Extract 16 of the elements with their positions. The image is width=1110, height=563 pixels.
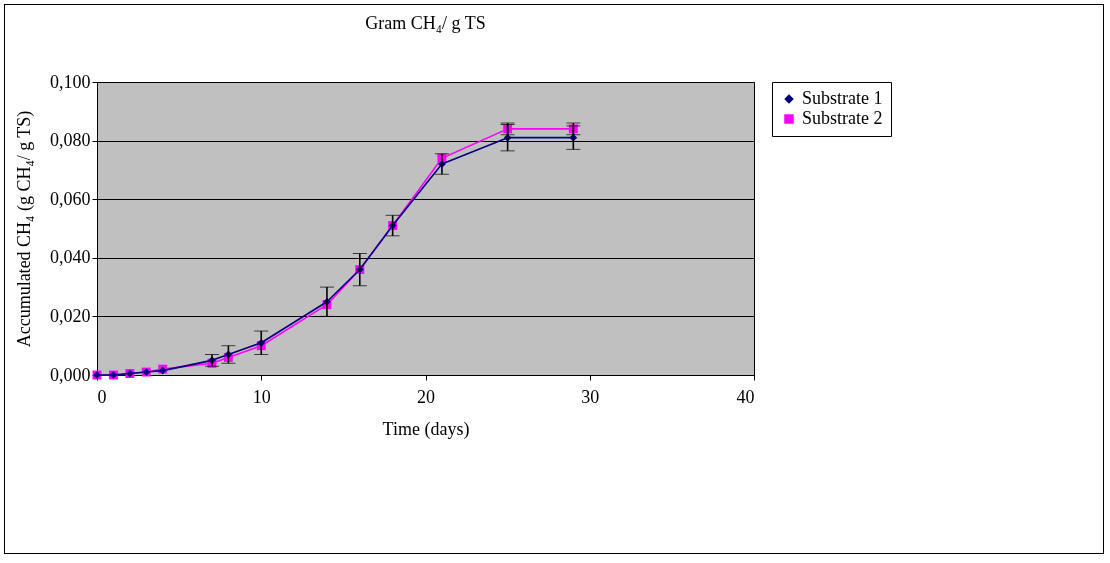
y-tick-label: 0,020 [50,305,91,326]
x-tick-label: 30 [581,386,600,407]
chart-title: Gram CH₄/ g TS [365,13,486,33]
y-tick-label: 0,080 [50,130,91,151]
x-tick-label: 40 [736,386,755,407]
x-axis-title: Time (days) [382,418,470,440]
x-tick-label: 0 [97,386,107,407]
x-tick-label: 10 [252,386,271,407]
y-axis-title: Accumulated CH₄ (g CH₄/ g TS) [14,110,35,348]
x-tick-label: 20 [417,386,435,407]
y-tick-label: 0,060 [50,188,91,209]
y-tick-label: 0,000 [50,364,91,385]
legend-label: Substrate 1 [802,88,883,108]
y-tick-label: 0,100 [50,71,91,92]
y-tick-label: 0,040 [50,247,91,268]
legend-label: Substrate 2 [802,108,883,128]
